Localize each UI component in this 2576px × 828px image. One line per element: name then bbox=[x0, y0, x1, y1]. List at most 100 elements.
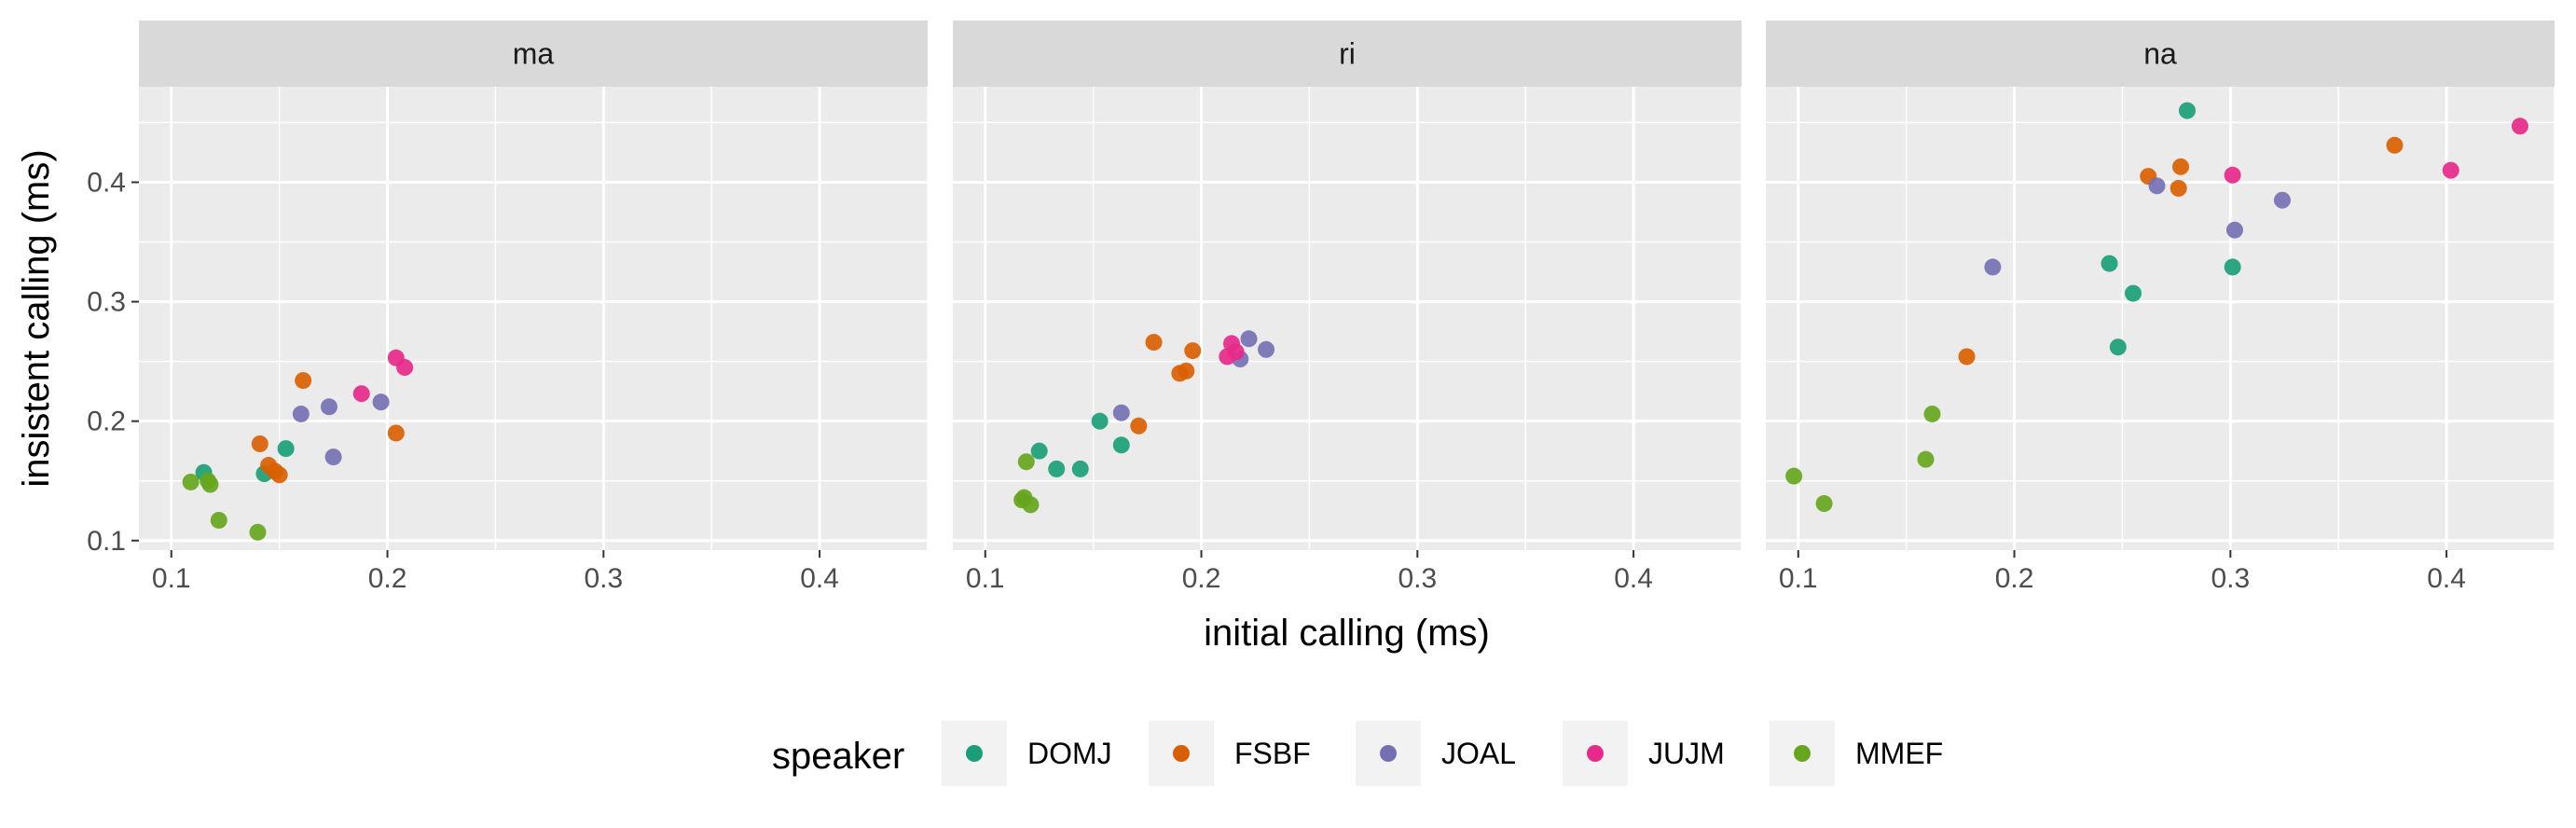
legend-label: JOAL bbox=[1441, 737, 1516, 770]
x-tick-label: 0.2 bbox=[1182, 563, 1221, 594]
point-domj bbox=[2224, 258, 2241, 276]
point-domj bbox=[2109, 338, 2127, 356]
point-domj bbox=[1071, 460, 1089, 477]
x-tick-label: 0.2 bbox=[1995, 563, 2034, 594]
facet-strip-label: ma bbox=[513, 37, 555, 71]
point-mmef bbox=[1815, 495, 1833, 513]
legend-item-mmef: MMEF bbox=[1770, 721, 1943, 786]
point-domj bbox=[1112, 436, 1130, 454]
point-domj bbox=[277, 440, 295, 458]
facet-strip bbox=[1766, 21, 2555, 87]
point-jujm bbox=[2511, 117, 2528, 135]
point-fsbf bbox=[1145, 334, 1163, 352]
point-joal bbox=[2148, 177, 2166, 195]
x-tick-label: 0.1 bbox=[1779, 563, 1818, 594]
point-mmef bbox=[249, 523, 267, 541]
facet-panels: ma ri na bbox=[139, 21, 2555, 550]
legend-label: DOMJ bbox=[1027, 737, 1112, 770]
point-joal bbox=[292, 405, 310, 422]
legend: speaker DOMJ FSBF JOAL JUJM MMEF bbox=[772, 721, 1943, 786]
x-tick-label: 0.4 bbox=[1614, 563, 1653, 594]
panel-background bbox=[1766, 87, 2555, 550]
legend-swatch bbox=[966, 745, 983, 762]
facet-strip-label: na bbox=[2143, 37, 2177, 71]
facet-ri: ri bbox=[953, 21, 1743, 550]
point-domj bbox=[1091, 412, 1109, 430]
legend-swatch bbox=[1173, 745, 1190, 762]
x-tick-label: 0.3 bbox=[584, 563, 623, 594]
point-joal bbox=[1112, 404, 1130, 421]
point-joal bbox=[324, 448, 342, 466]
legend-label: MMEF bbox=[1855, 737, 1943, 770]
x-tick-label: 0.3 bbox=[1398, 563, 1437, 594]
x-axis-ma: 0.1 0.2 0.3 0.4 bbox=[152, 550, 839, 594]
point-jujm bbox=[352, 385, 370, 403]
point-mmef bbox=[210, 511, 227, 529]
facet-strip bbox=[139, 21, 928, 87]
point-domj bbox=[2178, 102, 2196, 119]
x-tick-label: 0.4 bbox=[2427, 563, 2466, 594]
legend-swatch bbox=[1587, 745, 1604, 762]
point-joal bbox=[372, 393, 390, 411]
point-joal bbox=[2225, 221, 2243, 239]
point-mmef bbox=[1917, 450, 1935, 468]
point-joal bbox=[1240, 330, 1258, 348]
legend-swatch bbox=[1794, 745, 1811, 762]
x-tick-label: 0.1 bbox=[966, 563, 1005, 594]
facet-ma: ma bbox=[139, 21, 929, 550]
point-joal bbox=[1984, 258, 2002, 276]
legend-item-fsbf: FSBF bbox=[1149, 721, 1311, 786]
point-fsbf bbox=[2170, 179, 2187, 197]
point-mmef bbox=[1785, 467, 1803, 485]
facet-na: na bbox=[1766, 21, 2555, 550]
point-fsbf bbox=[2172, 158, 2190, 175]
point-fsbf bbox=[1958, 348, 1976, 366]
point-mmef bbox=[201, 476, 219, 493]
x-axes: 0.1 0.2 0.3 0.4 0.1 0.2 0.3 0.4 0.1 0.2 0.3 0.4 bbox=[152, 550, 2466, 594]
legend-title: speaker bbox=[772, 736, 904, 777]
legend-label: JUJM bbox=[1648, 737, 1725, 770]
y-tick-label: 0.3 bbox=[87, 287, 126, 318]
point-jujm bbox=[2442, 161, 2459, 179]
point-fsbf bbox=[1178, 362, 1195, 380]
point-fsbf bbox=[387, 424, 405, 442]
x-tick-label: 0.4 bbox=[800, 563, 839, 594]
point-joal bbox=[320, 398, 337, 416]
point-fsbf bbox=[295, 372, 312, 390]
point-joal bbox=[2273, 191, 2291, 209]
legend-label: FSBF bbox=[1234, 737, 1311, 770]
point-fsbf bbox=[251, 435, 269, 452]
y-axis: 0.1 0.2 0.3 0.4 bbox=[87, 167, 139, 557]
point-domj bbox=[1030, 442, 1048, 460]
x-axis-ri: 0.1 0.2 0.3 0.4 bbox=[966, 550, 1653, 594]
point-fsbf bbox=[270, 466, 288, 484]
legend-swatch bbox=[1380, 745, 1397, 762]
x-axis-title: initial calling (ms) bbox=[1204, 613, 1490, 654]
point-mmef bbox=[1022, 496, 1040, 514]
point-jujm bbox=[2224, 166, 2241, 184]
x-axis-na: 0.1 0.2 0.3 0.4 bbox=[1779, 550, 2466, 594]
point-joal bbox=[1258, 340, 1275, 358]
legend-item-jujm: JUJM bbox=[1563, 721, 1725, 786]
legend-item-domj: DOMJ bbox=[942, 721, 1112, 786]
x-tick-label: 0.1 bbox=[152, 563, 191, 594]
y-axis-title: insistent calling (ms) bbox=[16, 149, 57, 487]
point-mmef bbox=[182, 473, 200, 490]
point-fsbf bbox=[1130, 417, 1148, 435]
point-jujm bbox=[396, 359, 414, 377]
x-tick-label: 0.2 bbox=[368, 563, 407, 594]
point-domj bbox=[2101, 255, 2118, 272]
legend-item-joal: JOAL bbox=[1356, 721, 1516, 786]
point-mmef bbox=[1923, 405, 1941, 422]
y-tick-label: 0.4 bbox=[87, 167, 126, 198]
point-domj bbox=[2125, 284, 2142, 302]
x-tick-label: 0.3 bbox=[2211, 563, 2250, 594]
point-fsbf bbox=[2386, 136, 2404, 154]
point-jujm bbox=[1227, 343, 1245, 361]
point-domj bbox=[1048, 460, 1066, 477]
point-fsbf bbox=[1184, 342, 1202, 360]
y-tick-label: 0.1 bbox=[87, 526, 126, 557]
facet-strip-label: ri bbox=[1339, 37, 1356, 71]
facet-strip bbox=[953, 21, 1742, 87]
